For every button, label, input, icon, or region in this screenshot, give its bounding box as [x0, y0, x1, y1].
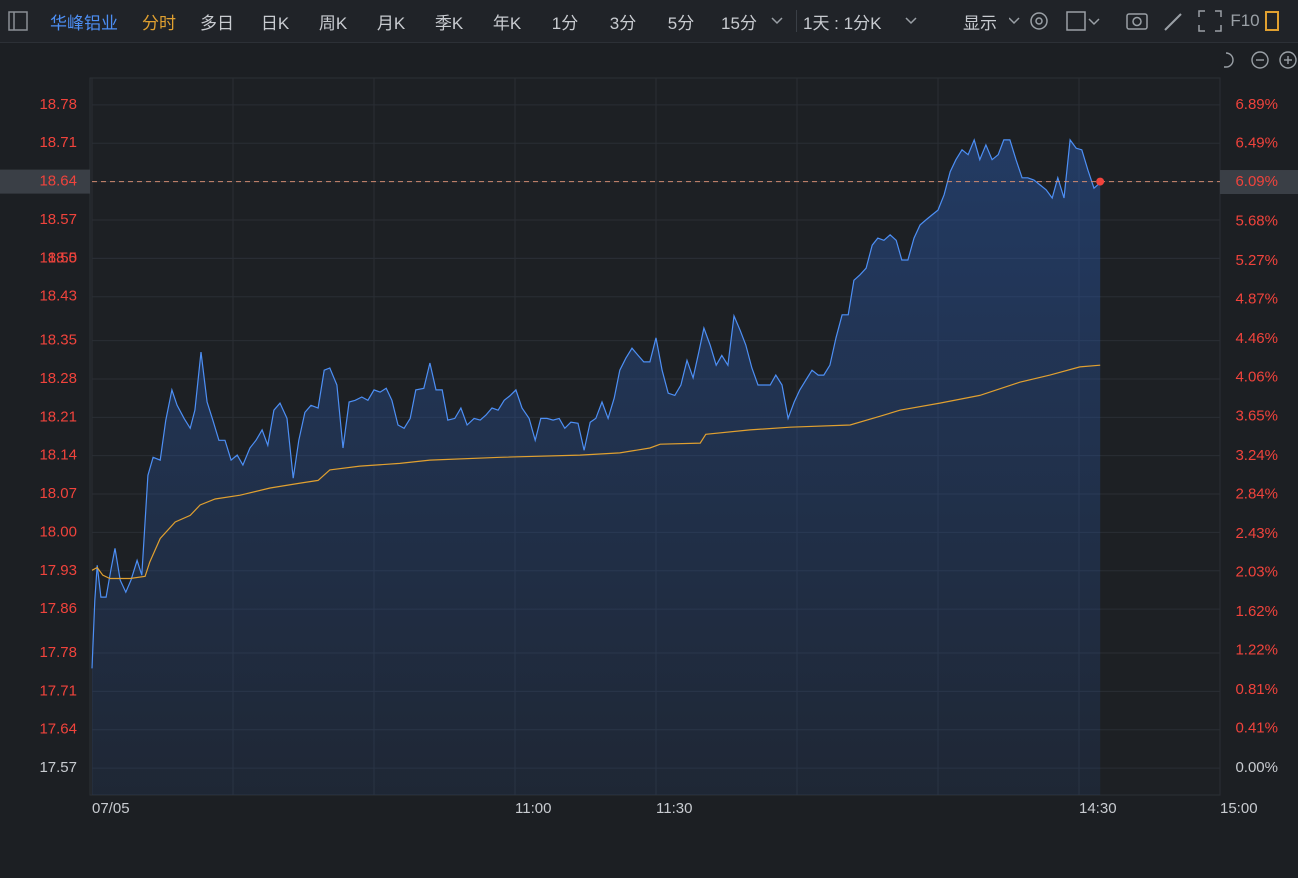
period-tab[interactable]: 周K: [318, 13, 348, 33]
y-tick-label: 18.50: [39, 249, 77, 266]
panel-icon[interactable]: [0, 0, 46, 42]
toolbar: 华峰铝业 分时 多日 日K 周K 月K 季K 年K 1分 3分 5分 15分 1天 : 1分K 显示…: [0, 0, 1298, 43]
x-tick-label: 15:00: [1220, 800, 1258, 817]
y2-tick-label: 4.87%: [1235, 290, 1278, 307]
y2-tick-label: 0.41%: [1235, 719, 1278, 736]
y-tick-label: 18.07: [39, 485, 77, 502]
y-tick-label: 18.14: [39, 447, 77, 464]
y2-tick-label: 3.65%: [1235, 408, 1278, 425]
current-pct-bg: [1220, 170, 1298, 195]
y-tick-label: 17.86: [39, 600, 77, 617]
y2-tick-label: 1.22%: [1235, 642, 1278, 659]
y-tick-label: 18.28: [39, 370, 77, 387]
y-tick-label: 17.64: [39, 721, 77, 738]
fullscreen-icon[interactable]: [1195, 0, 1225, 42]
period-tab[interactable]: 季K: [434, 13, 464, 33]
y2-tick-label: 5.27%: [1235, 252, 1278, 269]
period-tab[interactable]: 日K: [260, 13, 290, 33]
y2-tick-label: 6.89%: [1235, 96, 1278, 113]
y2-tick-label: 0.00%: [1235, 759, 1278, 776]
period[interactable]: 1天 : 1分K: [803, 13, 882, 33]
more-arrow[interactable]: [768, 0, 790, 42]
period-tab[interactable]: 5分: [667, 13, 695, 33]
current-label-bg: [0, 169, 90, 194]
y-tick-label: 18.21: [39, 408, 77, 425]
y2-tick-label: 4.06%: [1235, 368, 1278, 385]
display-menu[interactable]: 显示: [963, 13, 997, 33]
period-tab[interactable]: 3分: [609, 13, 637, 33]
y2-tick-label: 2.03%: [1235, 564, 1278, 581]
x-tick-label: 07/05: [92, 800, 130, 817]
y-tick-label: 18.00: [39, 523, 77, 540]
y-tick-label: 17.93: [39, 562, 77, 579]
y-tick-label: 17.78: [39, 644, 77, 661]
y2-tick-label: 2.84%: [1235, 486, 1278, 503]
side-toggle[interactable]: [1265, 11, 1279, 31]
current-price-dot: [1096, 177, 1105, 186]
price-area: [92, 139, 1101, 795]
y2-tick-label: 1.62%: [1235, 603, 1278, 620]
y2-tick-label: 6.49%: [1235, 134, 1278, 151]
period-arrow[interactable]: [903, 0, 923, 42]
x-tick-label: 14:30: [1079, 800, 1117, 817]
average-line: [91, 364, 1101, 580]
price-line: [91, 138, 1101, 669]
period-tab[interactable]: 1分: [551, 13, 579, 33]
y2-tick-label: 4.46%: [1235, 330, 1278, 347]
y-tick-label: 17.71: [39, 682, 77, 699]
y2-tick-label: 0.81%: [1235, 681, 1278, 698]
stock-name[interactable]: 华峰铝业: [50, 13, 118, 33]
f10[interactable]: F10: [1230, 11, 1260, 30]
x-tick-label: 11:00: [515, 800, 551, 817]
y-tick-label: 18.64: [39, 173, 77, 190]
y-tick-label: 18.71: [39, 134, 77, 151]
tool-icons[interactable]: [1009, 0, 1195, 42]
period-tab[interactable]: 15分: [721, 13, 757, 33]
zoom-icons[interactable]: [1224, 51, 1297, 69]
y-tick-label: 18.78: [39, 96, 77, 113]
y2-tick-label: 6.09%: [1235, 173, 1278, 190]
page: 华峰铝业 分时 多日 日K 周K 月K 季K 年K 1分 3分 5分 15分 1天 : 1分K 显示…: [0, 0, 1298, 817]
period-tab[interactable]: 分时: [142, 13, 176, 33]
x-tick-label: 11:30: [656, 800, 692, 817]
y-tick-label: 18.35: [39, 332, 77, 349]
period-tab[interactable]: 年K: [492, 13, 522, 33]
chart: 07/05 11:00 11:30 14:30 15:00 18.78 18.71 18.64…: [0, 51, 1298, 817]
period-tab[interactable]: 多日: [200, 13, 234, 33]
period-tab[interactable]: 月K: [376, 13, 406, 33]
y-tick-label: 18.43: [39, 288, 77, 305]
y-tick-label: 18.5: [48, 249, 77, 266]
y2-tick-label: 3.24%: [1235, 447, 1278, 464]
y-tick-label: 17.57: [39, 759, 77, 776]
y-tick-label: 18.57: [39, 211, 77, 228]
y2-tick-label: 5.68%: [1235, 212, 1278, 229]
y2-tick-label: 2.43%: [1235, 525, 1278, 542]
